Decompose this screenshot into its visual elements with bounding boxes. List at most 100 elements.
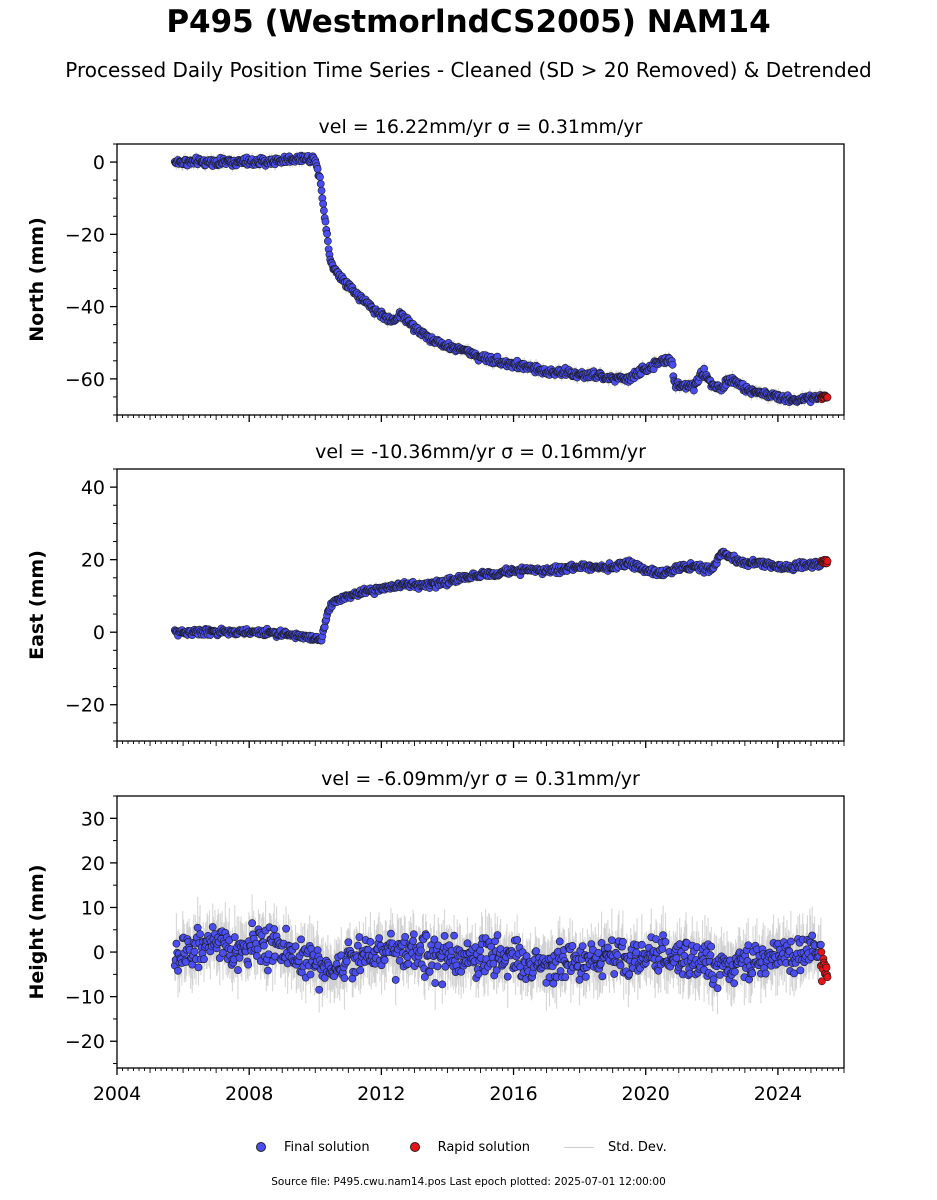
figure-title: P495 (WestmorlndCS2005) NAM14	[166, 4, 771, 40]
final-point	[174, 966, 182, 975]
final-point	[316, 173, 324, 181]
final-point	[355, 933, 364, 942]
final-point	[450, 931, 458, 940]
final-point	[282, 924, 290, 933]
final-point	[417, 946, 425, 955]
final-point	[420, 973, 429, 981]
final-point	[208, 923, 217, 931]
panel-north: vel = 16.22mm/yr σ = 0.31mm/yr North (mm)…	[26, 116, 845, 422]
final-point	[433, 962, 442, 971]
final-point	[425, 967, 434, 976]
y-tick-label: 40	[81, 477, 105, 499]
ylabel-height: Height (mm)	[26, 864, 48, 999]
final-point	[430, 935, 439, 944]
final-point	[306, 970, 315, 979]
final-point	[200, 955, 208, 964]
final-point	[291, 942, 300, 951]
final-point	[253, 945, 262, 954]
final-point	[492, 966, 501, 975]
y-tick-label: 0	[93, 152, 105, 174]
rapid-point	[823, 557, 832, 566]
final-point	[503, 972, 512, 981]
final-point	[598, 972, 607, 981]
final-point	[264, 966, 272, 975]
final-point	[270, 925, 279, 933]
final-point	[401, 932, 410, 941]
final-point	[555, 937, 564, 946]
plot-frame-north	[116, 143, 845, 416]
final-point	[196, 930, 204, 938]
final-point	[380, 956, 389, 964]
final-point	[532, 947, 541, 956]
rapid-point	[823, 393, 832, 402]
final-point	[342, 957, 351, 966]
final-point	[597, 939, 606, 947]
y-tick-label: 0	[93, 622, 105, 644]
panel-height: vel = -6.09mm/yr σ = 0.31mm/yr Height (mm…	[26, 768, 845, 1105]
final-point	[487, 942, 496, 951]
data-layer-height	[170, 894, 832, 1015]
final-point	[344, 938, 353, 947]
y-tick-label: −20	[65, 695, 105, 717]
final-point	[316, 180, 325, 188]
final-point	[219, 949, 227, 957]
final-point	[366, 938, 375, 946]
ylabel-north: North (mm)	[26, 217, 48, 342]
final-point	[561, 973, 570, 981]
y-tick-label: −20	[65, 224, 105, 246]
final-point	[315, 985, 324, 994]
final-point	[248, 919, 257, 928]
final-point	[323, 237, 332, 246]
final-point	[230, 933, 239, 942]
final-point	[321, 217, 330, 226]
figure-subtitle: Processed Daily Position Time Series - C…	[65, 58, 872, 82]
time-series-figure: vel = 16.22mm/yr σ = 0.31mm/yr North (mm)…	[26, 116, 845, 1105]
final-point	[581, 972, 590, 981]
y-tick-label: 20	[81, 550, 105, 572]
final-point	[340, 974, 349, 983]
final-point	[317, 186, 326, 195]
y-tick-label: −40	[65, 297, 105, 319]
final-point	[244, 960, 253, 969]
final-point	[395, 956, 404, 965]
final-point	[234, 966, 242, 974]
final-point	[493, 931, 502, 940]
final-point	[489, 959, 498, 968]
ylabel-east: East (mm)	[26, 550, 48, 660]
final-point	[568, 942, 577, 950]
final-point	[668, 360, 677, 369]
final-point	[476, 946, 485, 955]
final-point	[320, 206, 328, 215]
final-point	[172, 939, 181, 948]
final-point	[438, 980, 447, 989]
final-point	[353, 941, 362, 950]
final-point	[260, 941, 268, 950]
final-point	[440, 932, 449, 940]
final-point	[431, 979, 440, 987]
final-point	[556, 967, 565, 975]
final-point	[319, 199, 328, 208]
final-point	[356, 966, 365, 975]
final-point	[194, 963, 203, 972]
panel-title-height: vel = -6.09mm/yr σ = 0.31mm/yr	[321, 768, 640, 790]
final-point	[190, 947, 199, 956]
final-point	[375, 934, 384, 943]
final-point	[513, 936, 522, 944]
plot-frame-east	[116, 468, 845, 742]
final-point	[409, 937, 417, 945]
final-point	[578, 942, 587, 951]
final-point	[463, 939, 472, 948]
final-point	[391, 975, 400, 984]
panel-title-east: vel = -10.36mm/yr σ = 0.16mm/yr	[315, 441, 646, 463]
data-layer-east	[170, 547, 832, 646]
final-point	[297, 935, 305, 944]
final-point	[313, 165, 322, 173]
final-point	[387, 929, 395, 938]
final-point	[422, 931, 431, 940]
data-layer-north	[170, 151, 832, 409]
final-point	[441, 962, 450, 971]
final-point	[323, 229, 331, 238]
panel-title-north: vel = 16.22mm/yr σ = 0.31mm/yr	[319, 116, 643, 138]
y-tick-label: −60	[65, 369, 105, 391]
final-point	[409, 930, 418, 939]
